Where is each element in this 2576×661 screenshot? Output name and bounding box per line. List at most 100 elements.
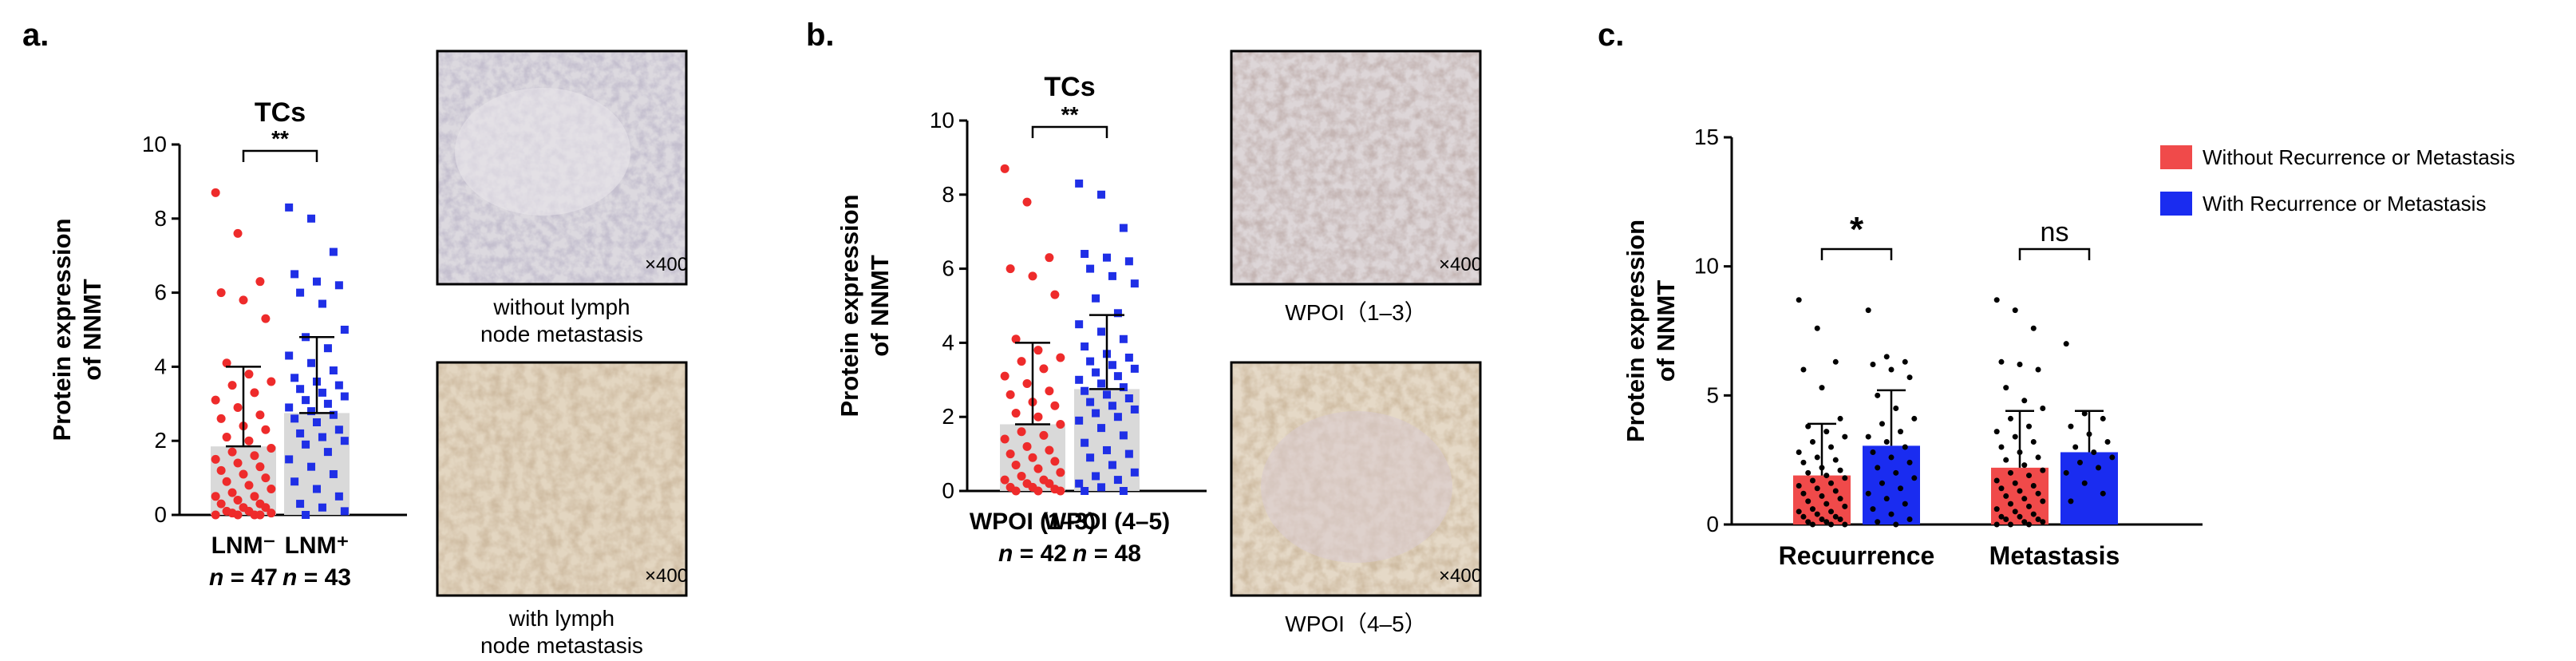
data-point [318, 503, 326, 512]
data-point [1050, 401, 1060, 410]
data-point [233, 495, 243, 505]
data-point [1800, 366, 1807, 373]
data-point [1081, 342, 1089, 351]
data-point [2040, 498, 2046, 505]
data-point [1993, 521, 2000, 528]
data-point [1888, 366, 1894, 373]
data-point [1870, 362, 1876, 368]
legend-swatch [2160, 192, 2192, 216]
data-point [1828, 509, 1835, 515]
data-point [2040, 519, 2046, 525]
data-point [1832, 488, 1839, 494]
y-tick-label: 4 [154, 354, 167, 378]
legend-swatch [2160, 145, 2192, 169]
data-point [2030, 439, 2037, 445]
data-point [1075, 179, 1084, 188]
data-point [1045, 253, 1054, 263]
data-point [1000, 371, 1009, 381]
data-point [2100, 490, 2106, 497]
data-point [1006, 449, 1015, 459]
data-point [255, 462, 265, 472]
data-point [2017, 362, 2023, 368]
data-point [1805, 423, 1811, 429]
data-point [244, 370, 254, 379]
data-point [1086, 453, 1095, 462]
data-point [1993, 477, 2000, 484]
data-point [1000, 164, 1009, 173]
data-point [1097, 379, 1106, 388]
data-point [340, 326, 349, 334]
data-point [334, 381, 343, 390]
data-point [239, 295, 248, 305]
data-point [1865, 433, 1871, 440]
data-point [1870, 449, 1876, 455]
data-point [1097, 327, 1106, 336]
data-point [2109, 454, 2116, 461]
data-point [1130, 405, 1139, 414]
data-point [1011, 409, 1021, 418]
data-point [2012, 433, 2018, 440]
data-point [1130, 468, 1139, 477]
data-point [2026, 473, 2033, 479]
data-point [2091, 449, 2097, 455]
data-point [1119, 334, 1128, 343]
data-point [2026, 503, 2033, 509]
data-point [1092, 294, 1100, 303]
micrograph-a-bottom [436, 361, 688, 597]
data-point [1837, 415, 1843, 422]
data-point [216, 414, 226, 423]
chart-title: TCs [1044, 72, 1095, 102]
data-point [2096, 465, 2102, 471]
data-point [1796, 297, 1802, 303]
data-point [290, 374, 299, 382]
data-point [250, 388, 259, 398]
data-point [2026, 423, 2033, 429]
data-point [2017, 513, 2023, 520]
data-point [216, 499, 226, 509]
data-point [211, 395, 220, 405]
data-point [1113, 413, 1122, 422]
x-tick-label: Recuurrence [1779, 541, 1935, 570]
data-point [1832, 513, 1839, 520]
magnification-label: ×400 [645, 565, 689, 587]
data-point [211, 188, 220, 197]
data-point [1902, 444, 1908, 450]
data-point [250, 451, 259, 461]
data-point [2007, 521, 2013, 528]
data-point [1119, 383, 1128, 392]
data-point [2035, 454, 2041, 461]
data-point [1033, 464, 1043, 473]
data-point [1870, 506, 1876, 513]
data-point [334, 492, 343, 501]
data-point [334, 425, 343, 434]
data-point [1022, 197, 1032, 207]
x-tick-label: Metastasis [1989, 541, 2120, 570]
y-tick-label: 2 [154, 428, 167, 453]
data-point [2012, 480, 2018, 486]
data-point [1103, 390, 1111, 399]
data-point [1108, 271, 1116, 280]
data-point [1103, 253, 1111, 262]
data-point [255, 277, 265, 287]
data-point [2007, 501, 2013, 507]
data-point [1898, 429, 1904, 435]
n-label: n = 42 [998, 540, 1067, 567]
data-point [1119, 487, 1128, 495]
data-point [1081, 250, 1089, 259]
y-tick-label: 6 [154, 280, 167, 305]
data-point [255, 510, 265, 520]
data-point [1056, 486, 1065, 496]
data-point [1050, 457, 1060, 466]
magnification-label: ×400 [1439, 565, 1483, 587]
data-point [1796, 449, 1802, 455]
data-point [329, 366, 338, 375]
significance-bracket [1031, 125, 1108, 138]
data-point [1108, 402, 1116, 410]
data-point [1022, 441, 1032, 451]
legend-label: Without Recurrence or Metastasis [2203, 145, 2515, 169]
data-point [285, 351, 294, 360]
data-point [302, 511, 310, 519]
data-point [329, 410, 338, 419]
data-point [233, 402, 243, 412]
